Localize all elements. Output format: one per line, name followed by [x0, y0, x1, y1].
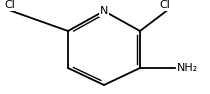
Text: N: N: [100, 6, 108, 16]
Text: NH₂: NH₂: [177, 63, 198, 73]
Text: Cl: Cl: [5, 0, 16, 10]
Text: Cl: Cl: [160, 0, 171, 10]
